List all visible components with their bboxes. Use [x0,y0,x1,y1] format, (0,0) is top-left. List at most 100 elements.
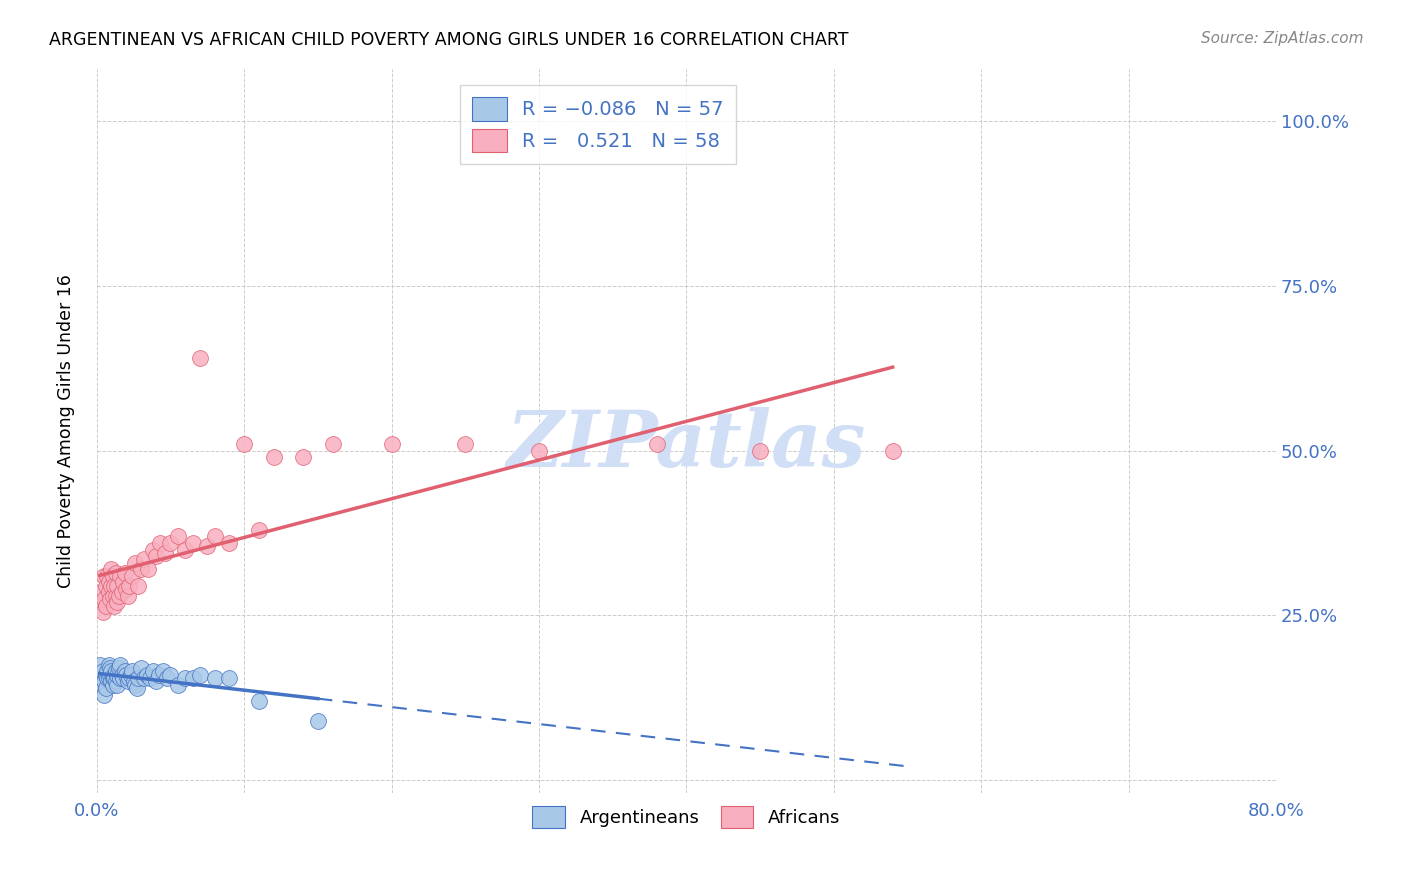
Point [101,589,124,603]
Point [454,437,477,451]
Y-axis label: Child Poverty Among Girls Under 16: Child Poverty Among Girls Under 16 [58,274,75,588]
Point [103,671,125,685]
Point [181,671,204,685]
Point [132,671,155,685]
Point [114,665,136,679]
Point [218,671,240,685]
Point [104,665,127,679]
Point [90,585,112,599]
Point [110,569,132,583]
Point [247,523,270,537]
Point [118,671,141,685]
Point [98,667,121,681]
Point [100,665,122,679]
Point [156,671,179,685]
Point [129,661,152,675]
Point [94,667,117,681]
Point [93,688,115,702]
Point [96,671,118,685]
Point [218,536,240,550]
Point [882,443,904,458]
Point [104,589,127,603]
Point [91,605,114,619]
Point [97,575,120,590]
Point [181,536,204,550]
Point [97,657,120,672]
Point [263,450,285,465]
Point [101,569,124,583]
Point [152,665,174,679]
Point [104,566,127,580]
Point [89,657,111,672]
Point [105,678,128,692]
Point [188,351,211,366]
Point [749,443,772,458]
Point [96,569,118,583]
Point [96,665,118,679]
Point [110,671,132,685]
Point [111,667,134,681]
Point [118,579,141,593]
Point [121,569,143,583]
Point [149,536,172,550]
Point [90,671,112,685]
Point [132,552,155,566]
Point [204,671,226,685]
Point [159,536,181,550]
Point [101,678,124,692]
Point [105,595,128,609]
Point [142,665,165,679]
Point [100,562,122,576]
Point [139,671,162,685]
Point [148,667,170,681]
Point [307,714,329,728]
Point [100,579,122,593]
Point [174,671,197,685]
Point [112,575,135,590]
Point [188,667,211,681]
Point [120,667,142,681]
Point [110,657,132,672]
Point [166,529,188,543]
Point [174,542,197,557]
Point [103,667,125,681]
Point [94,579,117,593]
Point [142,542,165,557]
Point [159,667,181,681]
Point [145,674,167,689]
Point [94,681,117,695]
Point [122,674,145,689]
Point [93,674,115,689]
Point [104,674,127,689]
Point [166,678,188,692]
Point [645,437,668,451]
Point [103,579,125,593]
Legend: Argentineans, Africans: Argentineans, Africans [526,798,848,835]
Point [108,589,131,603]
Point [100,674,122,689]
Point [103,599,125,613]
Point [89,595,111,609]
Point [127,579,149,593]
Point [108,661,131,675]
Point [136,562,159,576]
Point [195,539,218,553]
Point [125,681,148,695]
Point [247,694,270,708]
Point [105,579,128,593]
Point [380,437,402,451]
Point [129,562,152,576]
Point [115,667,138,681]
Point [115,582,138,596]
Point [153,546,176,560]
Point [124,678,146,692]
Point [93,569,115,583]
Text: ARGENTINEAN VS AFRICAN CHILD POVERTY AMONG GIRLS UNDER 16 CORRELATION CHART: ARGENTINEAN VS AFRICAN CHILD POVERTY AMO… [49,31,849,49]
Point [127,671,149,685]
Point [204,529,226,543]
Point [98,591,121,606]
Point [135,667,157,681]
Point [124,556,146,570]
Point [97,585,120,599]
Text: ZIPatlas: ZIPatlas [506,407,866,483]
